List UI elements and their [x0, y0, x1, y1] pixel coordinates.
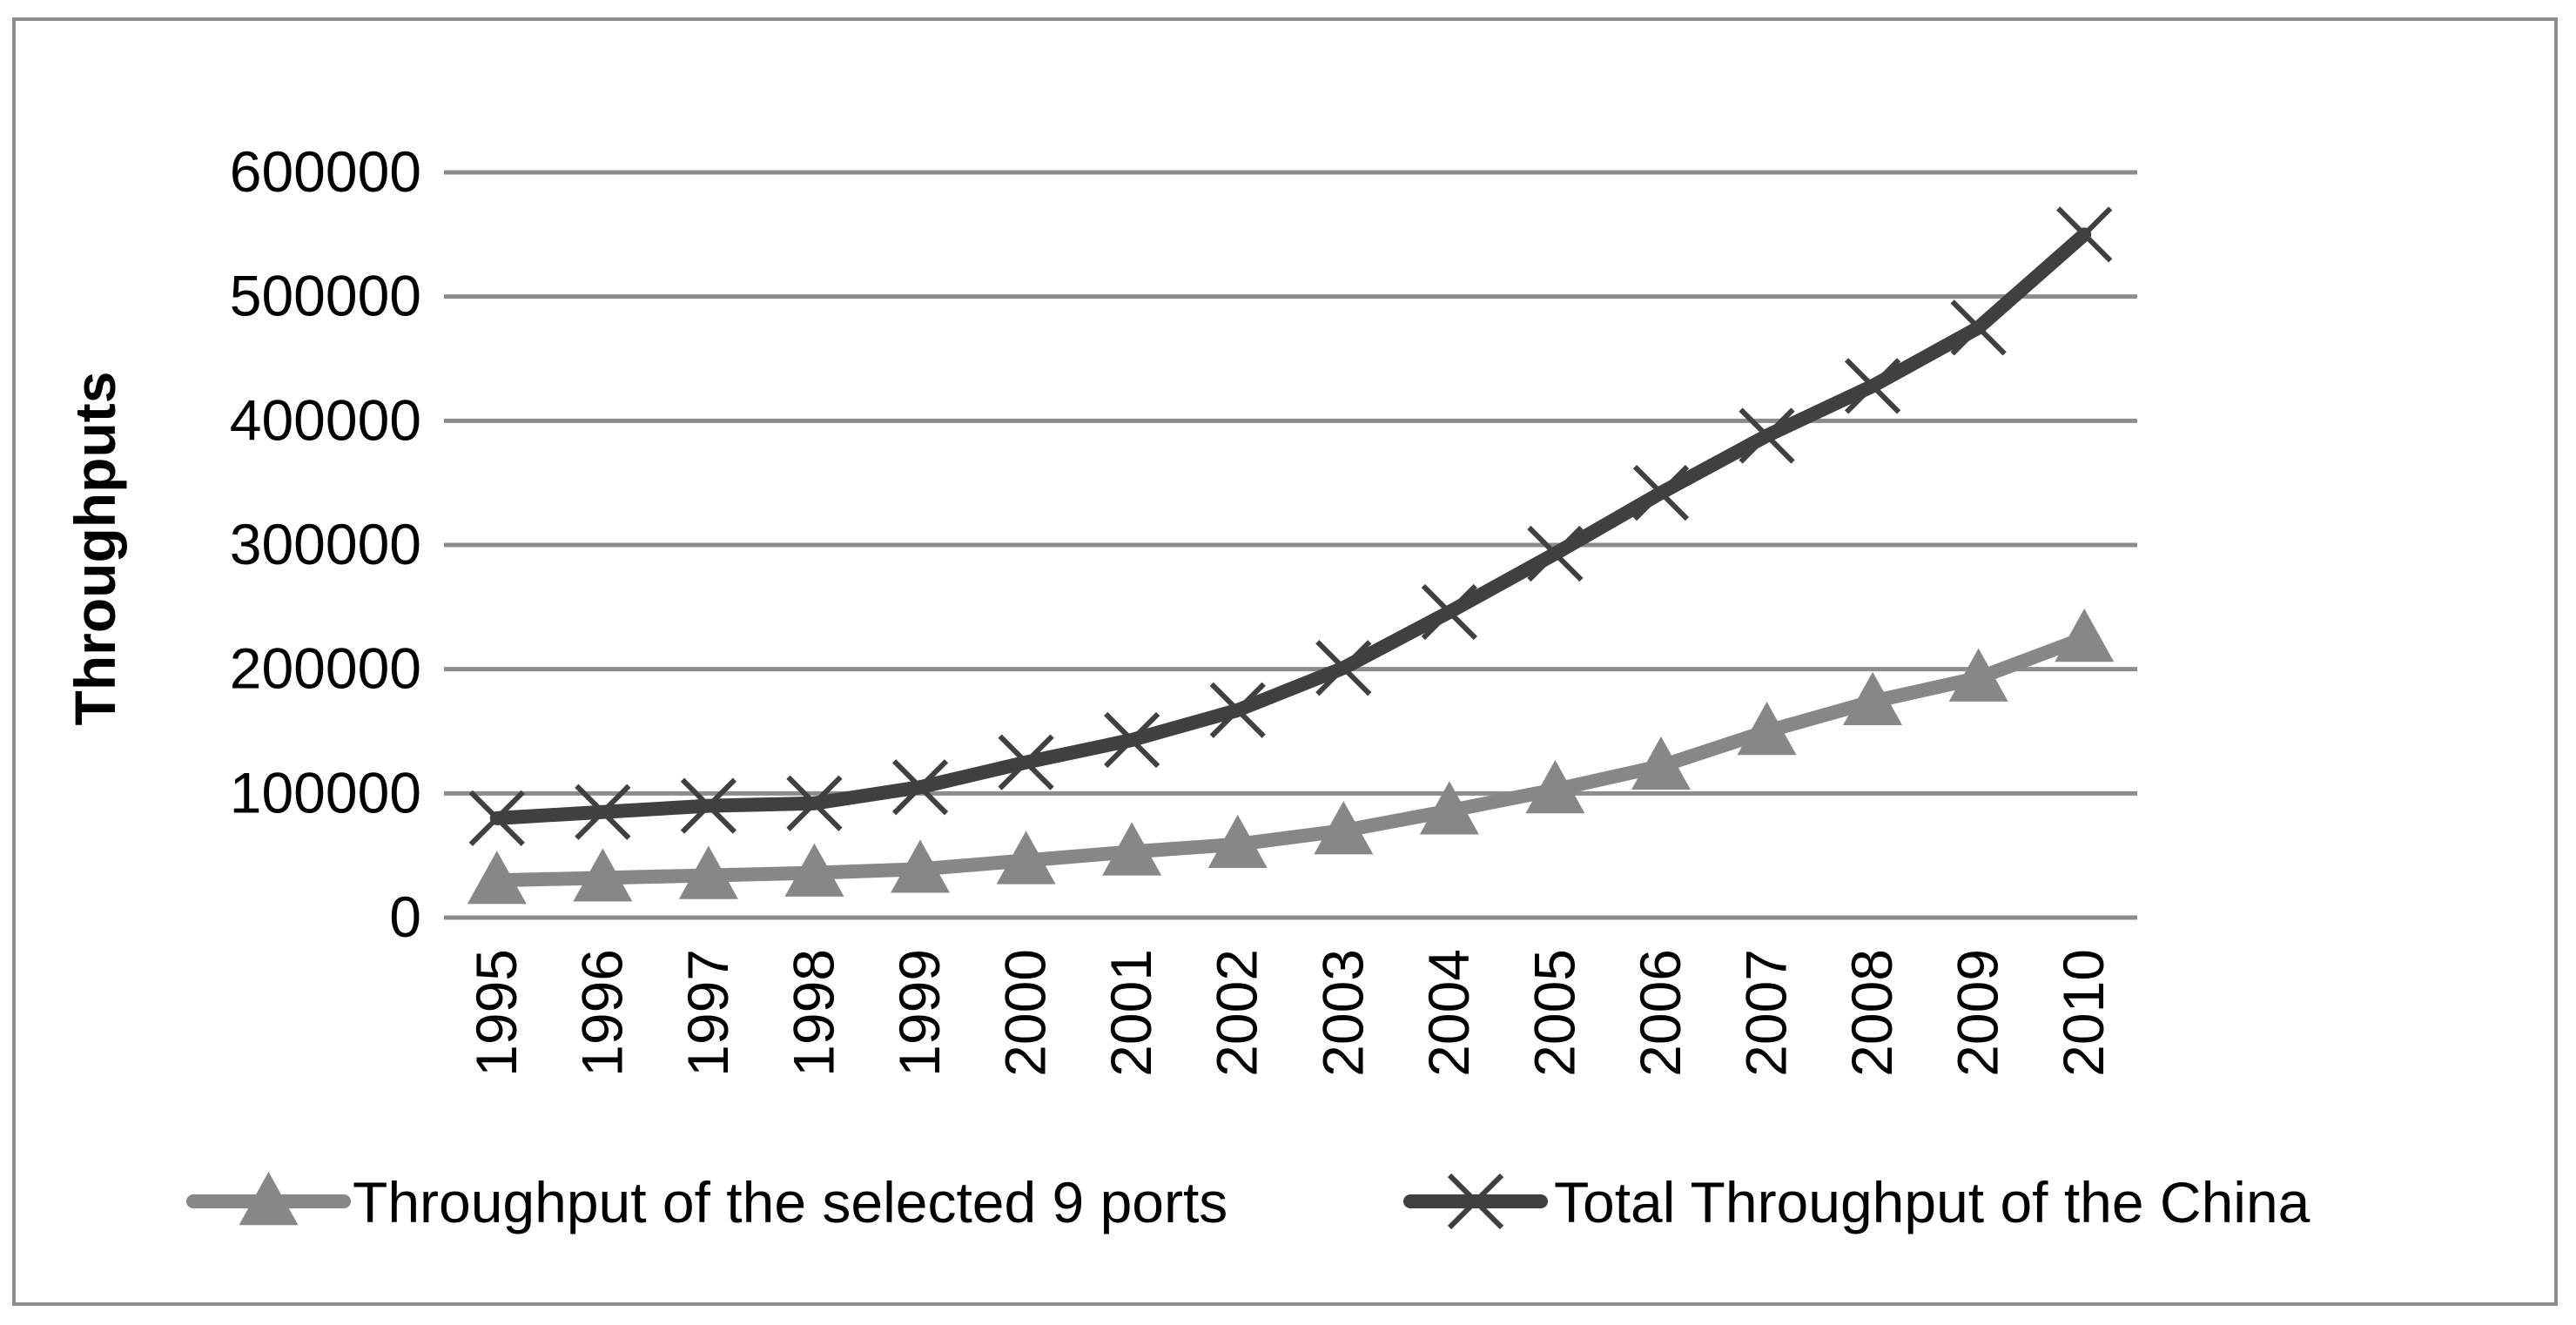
x-tick-label: 2001: [1099, 949, 1163, 1077]
x-tick-label: 1997: [676, 949, 740, 1077]
data-point-1-10: [1525, 760, 1585, 814]
x-tick-label: 2007: [1734, 949, 1799, 1077]
y-tick-label: 600000: [230, 139, 421, 204]
y-tick-label: 100000: [230, 760, 421, 824]
y-tick-label: 200000: [230, 636, 421, 701]
x-tick-label: 2005: [1522, 949, 1586, 1077]
legend-marker-2: [1447, 1173, 1504, 1230]
x-tick-label: 2002: [1205, 949, 1269, 1077]
data-point-1-0: [467, 851, 527, 905]
x-axis-ticks: 1995 1996 1997 1998 1999 2000 2001 2002 2003 2004…: [464, 949, 2115, 1077]
data-point-1-1: [573, 848, 633, 902]
x-tick-label: 1999: [887, 949, 952, 1077]
data-point-1-15: [2055, 609, 2115, 662]
x-tick-label: 2009: [1946, 949, 2010, 1077]
y-axis-label: Throughputs: [63, 372, 127, 726]
data-point-1-6: [1102, 822, 1162, 876]
data-point-2-9: [1421, 583, 1477, 641]
data-point-2-8: [1315, 640, 1372, 696]
data-point-2-1: [575, 784, 631, 840]
y-tick-label: 300000: [230, 512, 421, 576]
legend-label-1: Throughput of the selected 9 ports: [353, 1170, 1227, 1234]
data-point-2-14: [1950, 299, 2007, 356]
y-tick-label: 500000: [230, 264, 421, 328]
data-point-2-4: [891, 759, 949, 816]
x-tick-label: 1998: [781, 949, 845, 1077]
series-line-2: [489, 227, 2092, 825]
data-point-1-11: [1631, 736, 1691, 790]
x-tick-label: 1995: [464, 949, 528, 1077]
data-point-1-8: [1314, 801, 1374, 855]
data-point-2-3: [786, 775, 843, 831]
legend: Throughput of the selected 9 ports Total …: [186, 1170, 2310, 1234]
data-point-1-7: [1207, 814, 1268, 869]
series-line-1: [489, 631, 2092, 888]
x-tick-label: 2000: [993, 949, 1058, 1077]
data-point-2-13: [1844, 358, 1901, 414]
legend-marker-1: [239, 1172, 299, 1226]
data-point-2-0: [468, 790, 525, 846]
data-point-1-12: [1737, 702, 1797, 756]
x-tick-label: 2003: [1310, 949, 1375, 1077]
x-tick-label: 2010: [2051, 949, 2115, 1077]
data-point-2-2: [680, 777, 737, 834]
data-point-2-6: [1104, 711, 1160, 769]
series-group: [467, 206, 2115, 905]
legend-label-2: Total Throughput of the China: [1554, 1170, 2310, 1234]
data-point-1-9: [1419, 781, 1479, 835]
data-point-1-4: [891, 839, 951, 893]
y-tick-label: 0: [389, 884, 421, 949]
chart-frame: [12, 17, 2558, 1306]
data-point-1-13: [1843, 671, 1903, 725]
x-tick-label: 2008: [1840, 949, 1904, 1077]
data-point-1-2: [678, 845, 738, 899]
x-tick-label: 1996: [569, 949, 634, 1077]
x-tick-label: 2004: [1416, 949, 1481, 1077]
data-point-2-10: [1527, 525, 1584, 582]
data-point-2-15: [2056, 206, 2113, 263]
y-tick-label: 400000: [230, 387, 421, 452]
data-point-2-12: [1739, 407, 1795, 464]
data-point-1-5: [996, 831, 1056, 884]
data-point-2-5: [998, 734, 1054, 790]
y-axis-ticks: 0 100000 200000 300000 400000 500000 600000: [230, 139, 421, 949]
data-point-1-14: [1948, 648, 2008, 702]
data-point-1-3: [784, 843, 844, 897]
gridlines: [444, 170, 2137, 920]
data-point-2-11: [1632, 464, 1690, 521]
x-tick-label: 2006: [1628, 949, 1692, 1077]
data-point-2-7: [1209, 682, 1266, 738]
